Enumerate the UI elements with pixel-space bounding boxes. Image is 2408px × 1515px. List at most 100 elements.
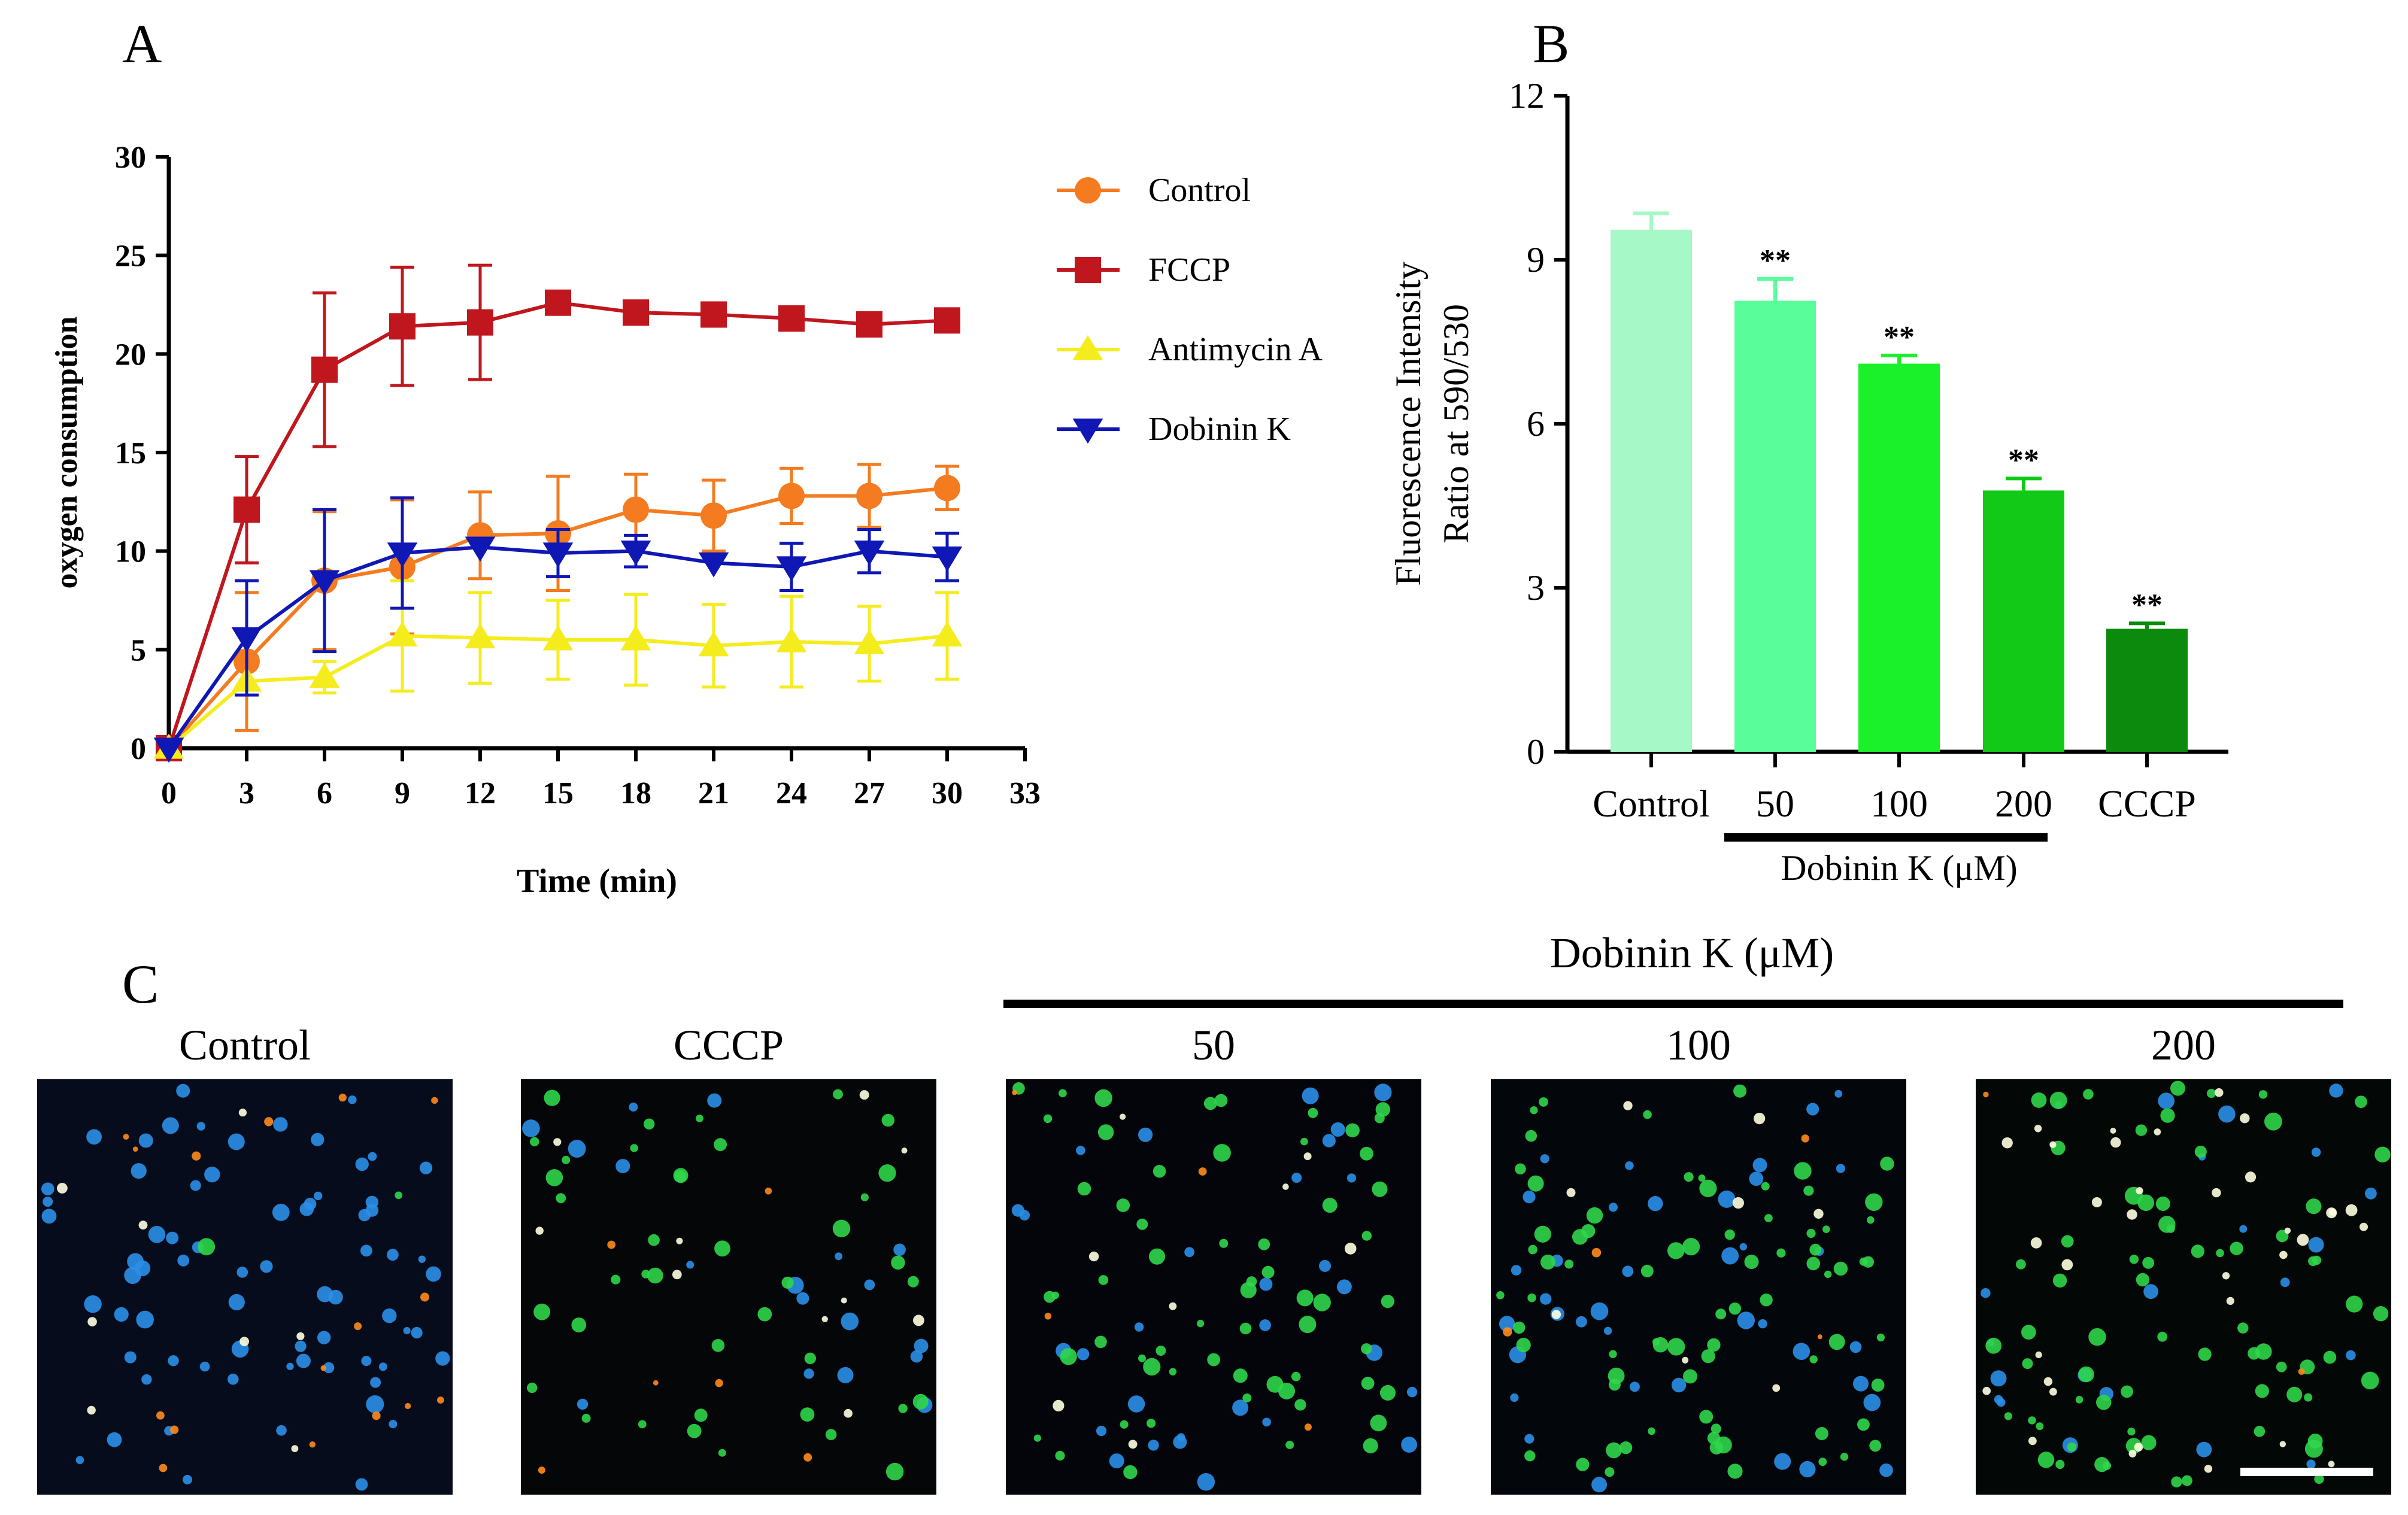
microscopy-panel: 200 [1976,1021,2391,1495]
microscopy-cell [1291,1371,1301,1382]
a-legend-label: Antimycin A [1148,331,1323,368]
microscopy-cell [162,1117,179,1134]
microscopy-cell [556,1193,566,1204]
microscopy-cell [405,1402,411,1410]
microscopy-cell [2361,1371,2379,1390]
microscopy-cell [2035,1351,2042,1358]
microscopy-cell [183,1474,192,1484]
a-y-tick-label: 25 [115,239,146,274]
microscopy-cell [1806,1256,1820,1271]
microscopy-panel: Control [37,1021,453,1495]
b-y-tick-label: 0 [1527,732,1545,772]
microscopy-cell [1322,1134,1336,1147]
microscopy-cell [718,1449,726,1457]
a-x-tick-label: 33 [1009,776,1041,810]
microscopy-cell [141,1374,152,1385]
microscopy-cell [176,1083,190,1098]
microscopy-cell [1652,1337,1669,1353]
microscopy-cell [530,1137,539,1147]
microscopy-cell [2028,1437,2037,1446]
b-y-tick-label: 6 [1527,404,1545,444]
chart-b-fluorescence-ratio: 0 3 6 9 12 Fluorescence Intensity Ratio at 590… [1388,76,2228,888]
microscopy-cell [1836,1164,1845,1173]
microscopy-cell [1148,1248,1166,1265]
microscopy-cell [1291,1173,1302,1183]
microscopy-cell [41,1182,54,1196]
microscopy-cell [2129,1255,2139,1264]
a-x-tick-label: 6 [317,776,332,810]
microscopy-cell [2297,1234,2309,1246]
a-data-point [776,627,807,652]
microscopy-cell [1511,1265,1522,1276]
microscopy-cell [1643,1110,1652,1119]
microscopy-cell [1566,1188,1576,1197]
microscopy-cell [864,1279,875,1291]
microscopy-cell [2216,1249,2224,1258]
microscopy-cell [2121,1385,2133,1398]
microscopy-cell [2306,1198,2322,1215]
a-data-point [389,313,416,340]
microscopy-cell [2308,1256,2318,1267]
microscopy-cell [1296,1289,1314,1307]
microscopy-cell [1684,1172,1694,1182]
microscopy-cell [2031,1092,2047,1108]
microscopy-cell [2154,1128,2161,1136]
microscopy-image [37,1079,453,1495]
microscopy-cell [1088,1251,1099,1262]
panel-label-a: A [122,13,162,74]
microscopy-cell [1051,1291,1059,1300]
microscopy-cell [545,1169,563,1186]
microscopy-cell [1671,1377,1687,1393]
a-y-tick-label: 0 [131,732,146,766]
microscopy-cell [544,1089,560,1106]
microscopy-cell [837,1367,854,1383]
microscopy-cell [1739,1243,1747,1251]
microscopy-cell [1233,1368,1248,1383]
microscopy-cell [204,1167,220,1183]
microscopy-cell [1865,1193,1883,1212]
microscopy-cell [2135,1124,2148,1136]
microscopy-cell [912,1393,929,1410]
microscopy-cell [1530,1106,1538,1115]
a-x-tick-label: 27 [854,776,885,810]
microscopy-cell [2142,1256,2155,1269]
microscopy-cell [1794,1162,1812,1180]
microscopy-cell [2279,1250,2288,1259]
microscopy-cell [228,1133,245,1150]
microscopy-cell [1737,1311,1755,1329]
microscopy-cell [1667,1242,1685,1259]
microscopy-cell [629,1103,638,1112]
microscopy-cell [361,1356,372,1367]
microscopy-cell [638,1420,647,1429]
microscopy-cell [893,1243,906,1256]
microscopy-cell [2004,1412,2012,1420]
microscopy-cell [804,1352,817,1364]
microscopy-cell [1303,1152,1312,1161]
microscopy-cell [1824,1270,1832,1279]
microscopy-cell [1059,1089,1067,1098]
microscopy-cell [2067,1442,2077,1452]
a-data-point [854,629,885,655]
microscopy-cell [1772,1384,1781,1392]
microscopy-cell [2022,1358,2033,1370]
microscopy-cell [859,1090,869,1100]
a-data-point [620,625,651,651]
microscopy-cell [366,1395,384,1413]
microscopy-cell [522,1119,540,1137]
microscopy-cell [715,1379,723,1388]
microscopy-cell [1606,1442,1622,1459]
microscopy-cell [2096,1395,2112,1410]
a-data-point [467,309,493,336]
microscopy-cell [360,1244,372,1257]
microscopy-cell [2248,1347,2261,1360]
b-y-tick-label: 3 [1527,568,1545,608]
microscopy-cell [131,1163,147,1179]
microscopy-cell [395,1191,403,1200]
microscopy-cell [41,1209,57,1224]
b-group-bar [1724,833,2048,842]
microscopy-cell [358,1209,371,1222]
microscopy-cell [1527,1293,1536,1303]
microscopy-cell [1803,1185,1814,1196]
microscopy-cell [581,1413,591,1423]
microscopy-cell [1590,1302,1609,1320]
